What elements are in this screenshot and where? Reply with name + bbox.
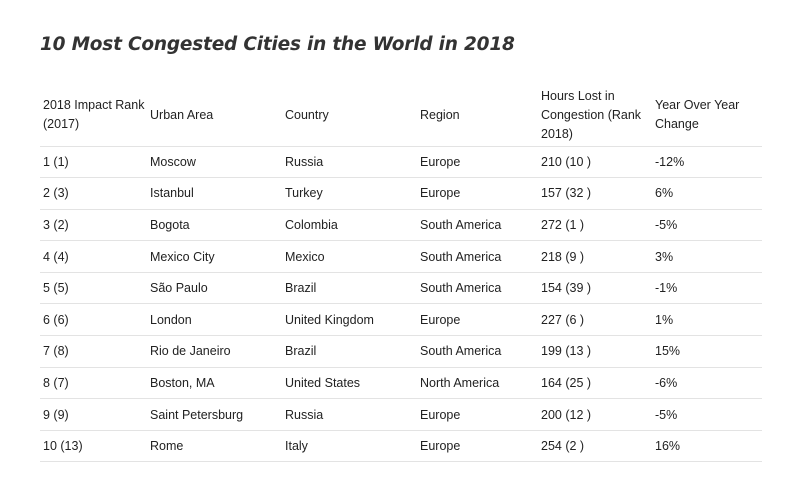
cell-hours-lost: 199 (13 ) bbox=[538, 335, 652, 368]
cell-country: United States bbox=[282, 367, 417, 400]
cell-urban-area: Moscow bbox=[147, 146, 282, 179]
cell-urban-area: São Paulo bbox=[147, 272, 282, 305]
cell-country: Italy bbox=[282, 430, 417, 463]
cell-impact-rank: 9 (9) bbox=[40, 398, 147, 431]
cell-hours-lost: 200 (12 ) bbox=[538, 398, 652, 431]
cell-country: Colombia bbox=[282, 209, 417, 242]
cell-yoy-change: -6% bbox=[652, 367, 762, 400]
header-hours-lost: Hours Lost in Congestion (Rank 2018) bbox=[538, 85, 652, 147]
congested-cities-table: 2018 Impact Rank (2017) Urban Area Count… bbox=[40, 85, 762, 463]
cell-hours-lost: 210 (10 ) bbox=[538, 146, 652, 179]
table-row: 7 (8) Rio de Janeiro Brazil South Americ… bbox=[40, 335, 762, 368]
cell-yoy-change: 16% bbox=[652, 430, 762, 463]
cell-impact-rank: 6 (6) bbox=[40, 303, 147, 337]
cell-urban-area: Bogota bbox=[147, 209, 282, 242]
cell-hours-lost: 218 (9 ) bbox=[538, 240, 652, 273]
cell-region: Europe bbox=[417, 146, 538, 179]
cell-hours-lost: 227 (6 ) bbox=[538, 303, 652, 337]
cell-urban-area: Rio de Janeiro bbox=[147, 335, 282, 368]
cell-country: Russia bbox=[282, 398, 417, 431]
header-impact-rank: 2018 Impact Rank (2017) bbox=[40, 85, 147, 147]
cell-impact-rank: 5 (5) bbox=[40, 272, 147, 305]
cell-hours-lost: 272 (1 ) bbox=[538, 209, 652, 242]
table-row: 8 (7) Boston, MA United States North Ame… bbox=[40, 367, 762, 400]
cell-hours-lost: 157 (32 ) bbox=[538, 177, 652, 210]
header-urban-area: Urban Area bbox=[147, 85, 282, 147]
cell-urban-area: London bbox=[147, 303, 282, 337]
cell-urban-area: Rome bbox=[147, 430, 282, 463]
cell-country: Brazil bbox=[282, 335, 417, 368]
table-row: 3 (2) Bogota Colombia South America 272 … bbox=[40, 209, 762, 242]
cell-impact-rank: 10 (13) bbox=[40, 430, 147, 463]
header-region: Region bbox=[417, 85, 538, 147]
cell-hours-lost: 164 (25 ) bbox=[538, 367, 652, 400]
cell-hours-lost: 254 (2 ) bbox=[538, 430, 652, 463]
cell-impact-rank: 3 (2) bbox=[40, 209, 147, 242]
header-country: Country bbox=[282, 85, 417, 147]
cell-yoy-change: -1% bbox=[652, 272, 762, 305]
cell-country: Turkey bbox=[282, 177, 417, 210]
cell-country: United Kingdom bbox=[282, 303, 417, 337]
cell-region: South America bbox=[417, 209, 538, 242]
cell-yoy-change: -12% bbox=[652, 146, 762, 179]
cell-region: Europe bbox=[417, 430, 538, 463]
cell-urban-area: Istanbul bbox=[147, 177, 282, 210]
cell-region: Europe bbox=[417, 303, 538, 337]
table-row: 6 (6) London United Kingdom Europe 227 (… bbox=[40, 303, 762, 337]
table-row: 10 (13) Rome Italy Europe 254 (2 ) 16% bbox=[40, 430, 762, 463]
cell-region: North America bbox=[417, 367, 538, 400]
page-title: 10 Most Congested Cities in the World in… bbox=[40, 34, 515, 55]
cell-region: Europe bbox=[417, 398, 538, 431]
cell-region: Europe bbox=[417, 177, 538, 210]
cell-yoy-change: -5% bbox=[652, 209, 762, 242]
cell-yoy-change: 15% bbox=[652, 335, 762, 368]
cell-region: South America bbox=[417, 240, 538, 273]
cell-region: South America bbox=[417, 272, 538, 305]
cell-impact-rank: 4 (4) bbox=[40, 240, 147, 273]
table-row: 9 (9) Saint Petersburg Russia Europe 200… bbox=[40, 398, 762, 431]
table-row: 2 (3) Istanbul Turkey Europe 157 (32 ) 6… bbox=[40, 177, 762, 210]
cell-impact-rank: 2 (3) bbox=[40, 177, 147, 210]
cell-urban-area: Saint Petersburg bbox=[147, 398, 282, 431]
cell-yoy-change: 1% bbox=[652, 303, 762, 337]
cell-yoy-change: 6% bbox=[652, 177, 762, 210]
cell-country: Mexico bbox=[282, 240, 417, 273]
cell-yoy-change: -5% bbox=[652, 398, 762, 431]
table-row: 1 (1) Moscow Russia Europe 210 (10 ) -12… bbox=[40, 146, 762, 179]
table-row: 4 (4) Mexico City Mexico South America 2… bbox=[40, 240, 762, 273]
cell-country: Russia bbox=[282, 146, 417, 179]
table-row: 5 (5) São Paulo Brazil South America 154… bbox=[40, 272, 762, 305]
cell-region: South America bbox=[417, 335, 538, 368]
cell-impact-rank: 1 (1) bbox=[40, 146, 147, 179]
table-header-row: 2018 Impact Rank (2017) Urban Area Count… bbox=[40, 85, 762, 147]
cell-urban-area: Mexico City bbox=[147, 240, 282, 273]
cell-urban-area: Boston, MA bbox=[147, 367, 282, 400]
cell-impact-rank: 7 (8) bbox=[40, 335, 147, 368]
cell-country: Brazil bbox=[282, 272, 417, 305]
cell-impact-rank: 8 (7) bbox=[40, 367, 147, 400]
cell-hours-lost: 154 (39 ) bbox=[538, 272, 652, 305]
cell-yoy-change: 3% bbox=[652, 240, 762, 273]
header-yoy-change: Year Over Year Change bbox=[652, 85, 762, 147]
